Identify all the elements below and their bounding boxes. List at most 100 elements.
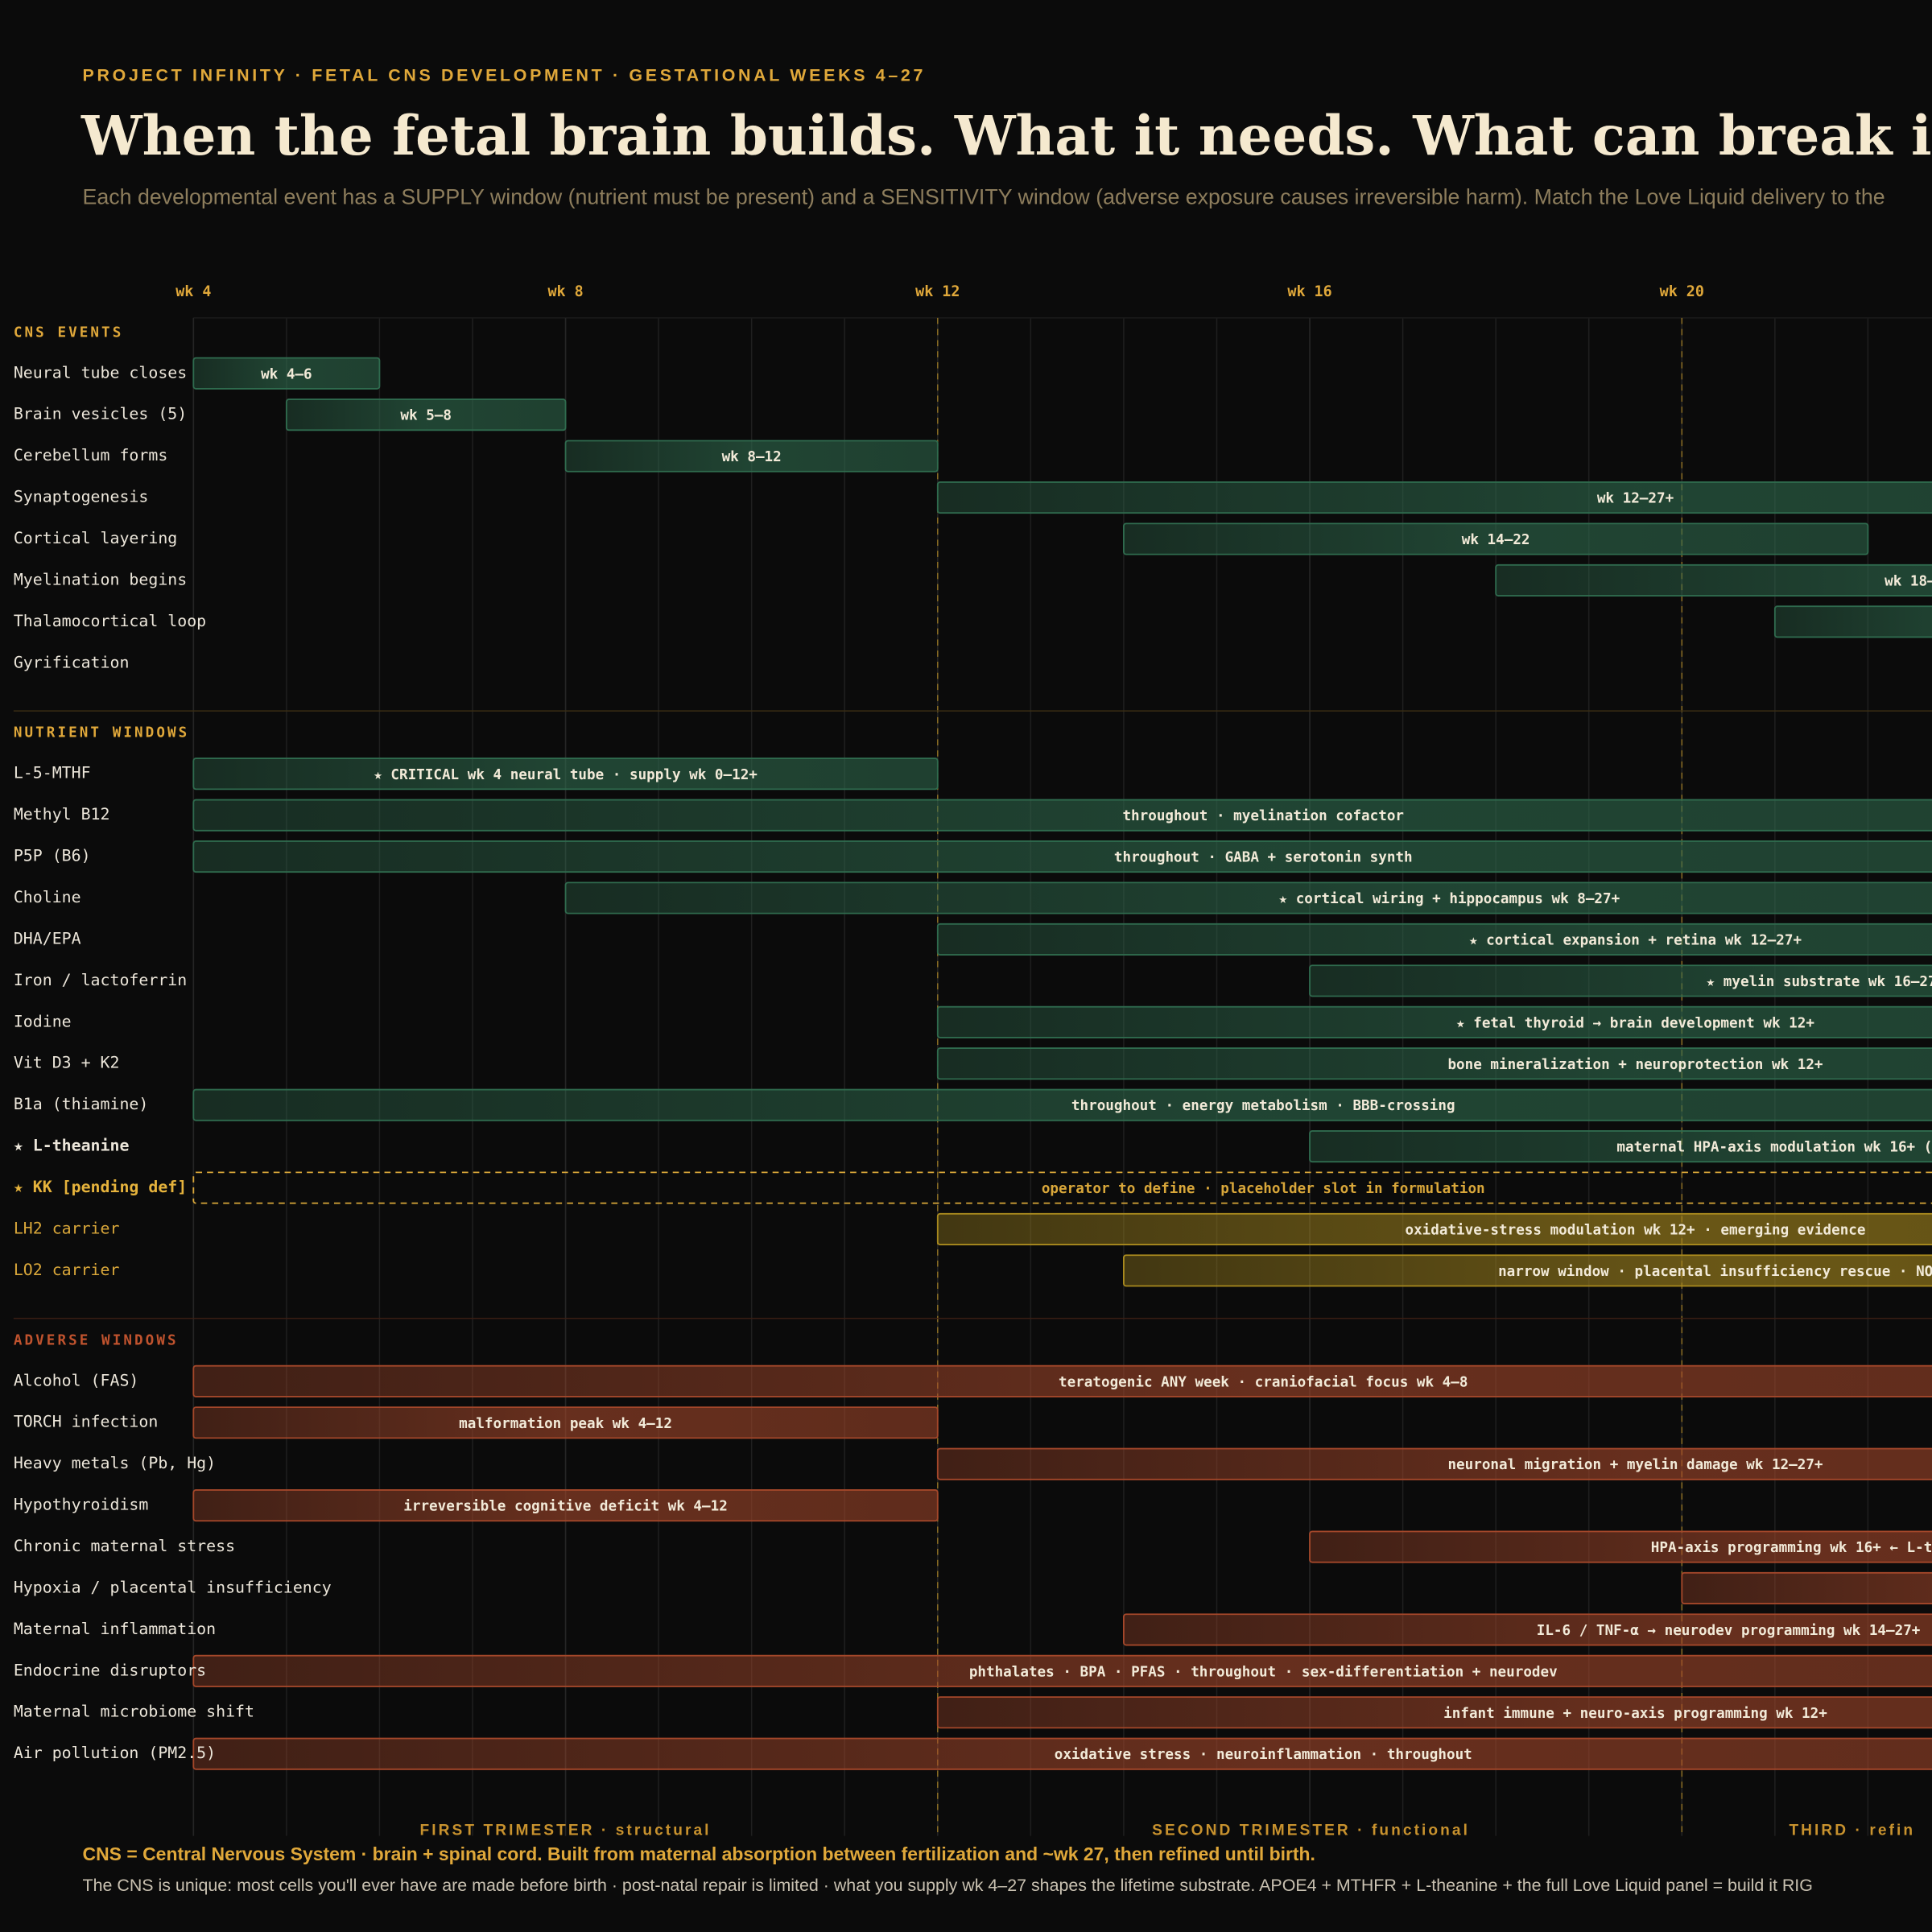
row-label: Endocrine disruptors	[14, 1661, 206, 1679]
bar-label: wk 14–22	[1462, 532, 1530, 548]
row-label: Cerebellum forms	[14, 446, 167, 464]
row-label: ★ L-theanine	[14, 1137, 130, 1155]
bar-label: irreversible cognitive deficit wk 4–12	[403, 1499, 728, 1515]
bar-label: infant immune + neuro-axis programming w…	[1443, 1706, 1827, 1722]
bar-label: wk 8–12	[722, 449, 782, 465]
section-heading: CNS EVENTS	[14, 324, 124, 341]
bar	[192, 1737, 1932, 1770]
row-label: LH2 carrier	[14, 1219, 120, 1237]
row-label: Choline	[14, 888, 81, 906]
bar-label: throughout · energy metabolism · BBB-cro…	[1071, 1098, 1455, 1114]
bar	[285, 398, 567, 431]
row-label: Iron / lactoferrin	[14, 971, 187, 989]
bar	[1681, 1571, 1932, 1605]
bar-label: narrow window · placental insufficiency …	[1498, 1264, 1932, 1280]
bar-label: phthalates · BPA · PFAS · throughout · s…	[969, 1664, 1558, 1680]
bar-label: ★ cortical expansion + retina wk 12–27+	[1469, 932, 1802, 948]
row-label: LO2 carrier	[14, 1261, 120, 1279]
row-label: Gyrification	[14, 653, 130, 671]
bar-label: ★ cortical wiring + hippocampus wk 8–27+	[1279, 891, 1620, 907]
footer-title: CNS = Central Nervous System · brain + s…	[83, 1843, 1315, 1864]
bar-label: malformation peak wk 4–12	[459, 1416, 672, 1432]
row-label: Chronic maternal stress	[14, 1537, 235, 1555]
row-label: Hypoxia / placental insufficiency	[14, 1578, 332, 1596]
bar	[192, 1489, 939, 1522]
eyebrow: PROJECT INFINITY · FETAL CNS DEVELOPMENT…	[83, 66, 927, 85]
row-label: Maternal inflammation	[14, 1620, 216, 1638]
bar	[936, 1212, 1932, 1245]
footer-text: The CNS is unique: most cells you'll eve…	[83, 1876, 1813, 1895]
bar	[192, 1406, 939, 1439]
bar-label: throughout · GABA + serotonin synth	[1114, 850, 1413, 866]
bar	[936, 481, 1932, 514]
bar	[192, 840, 1932, 873]
bar-label: wk 5–8	[400, 408, 452, 424]
bar	[564, 881, 1932, 914]
row-label: Air pollution (PM2.5)	[14, 1744, 216, 1762]
bar	[192, 799, 1932, 832]
bar	[192, 357, 381, 390]
row-label: Iodine	[14, 1012, 72, 1030]
trimester-label: THIRD · refin	[1789, 1823, 1915, 1839]
bar-label: bone mineralization + neuroprotection wk…	[1447, 1057, 1823, 1073]
row-label: ★ KK [pending def]	[14, 1178, 187, 1196]
bar-label: maternal HPA-axis modulation wk 16+ (fet…	[1616, 1140, 1932, 1156]
row-label: Methyl B12	[14, 805, 110, 824]
bar	[1123, 1254, 1932, 1287]
bar-label: ★ myelin substrate wk 16–27	[1707, 974, 1932, 990]
bar	[192, 1088, 1932, 1121]
bar	[1123, 522, 1869, 555]
bar-label: operator to define · placeholder slot in…	[1042, 1181, 1485, 1197]
bar	[936, 1447, 1932, 1480]
row-label: L-5-MTHF	[14, 764, 91, 782]
trimester-label: SECOND TRIMESTER · functional	[1152, 1823, 1470, 1839]
bar-label: HPA-axis programming wk 16+ ← L-theanine	[1651, 1540, 1932, 1556]
row-label: Alcohol (FAS)	[14, 1371, 139, 1389]
row-label: Thalamocortical loop	[14, 612, 206, 630]
row-label: TORCH infection	[14, 1413, 159, 1431]
bar-label: oxidative-stress modulation wk 12+ · eme…	[1406, 1222, 1866, 1238]
bar-label: throughout · myelination cofactor	[1122, 808, 1404, 824]
bar	[564, 440, 939, 473]
row-label: Neural tube closes	[14, 363, 187, 382]
bar	[1309, 1130, 1932, 1163]
x-tick-label: wk 16	[1287, 283, 1331, 300]
section-heading: ADVERSE WINDOWS	[14, 1332, 179, 1348]
row-label: B1a (thiamine)	[14, 1095, 149, 1113]
bar	[192, 1171, 1932, 1204]
trimester-label: FIRST TRIMESTER · structural	[420, 1823, 712, 1839]
row-label: Vit D3 + K2	[14, 1054, 120, 1072]
row-label: DHA/EPA	[14, 929, 81, 947]
bar-label: teratogenic ANY week · craniofacial focu…	[1059, 1374, 1468, 1390]
bar	[192, 758, 939, 791]
bar-label: wk 12–27+	[1597, 491, 1674, 507]
bar	[1309, 964, 1932, 997]
row-label: Synaptogenesis	[14, 488, 149, 506]
bar-label: neuronal migration + myelin damage wk 12…	[1447, 1457, 1823, 1473]
bar-label: ★ CRITICAL wk 4 neural tube · supply wk …	[374, 767, 758, 783]
row-label: Maternal microbiome shift	[14, 1703, 254, 1721]
bar-label: wk 4–6	[261, 366, 312, 382]
bar	[1123, 1613, 1932, 1646]
bar	[192, 1654, 1932, 1687]
subtitle: Each developmental event has a SUPPLY wi…	[83, 185, 1885, 209]
bar	[192, 1364, 1932, 1397]
bar	[1495, 564, 1932, 597]
chart-title: When the fetal brain builds. What it nee…	[80, 104, 1932, 167]
bar-label: oxidative stress · neuroinflammation · t…	[1055, 1747, 1472, 1763]
x-tick-label: wk 12	[915, 283, 960, 300]
bar-label: ★ fetal thyroid → brain development wk 1…	[1456, 1015, 1814, 1031]
bar	[1309, 1530, 1932, 1563]
row-label: Brain vesicles (5)	[14, 405, 187, 423]
bar	[1773, 605, 1932, 638]
row-label: Myelination begins	[14, 570, 187, 588]
section-heading: NUTRIENT WINDOWS	[14, 725, 189, 741]
x-tick-label: wk 4	[175, 283, 211, 300]
x-tick-label: wk 20	[1660, 283, 1704, 300]
bar-label: wk 18–2	[1885, 573, 1932, 589]
bar	[936, 1047, 1932, 1080]
bar	[936, 1696, 1932, 1729]
row-label: Heavy metals (Pb, Hg)	[14, 1454, 216, 1472]
